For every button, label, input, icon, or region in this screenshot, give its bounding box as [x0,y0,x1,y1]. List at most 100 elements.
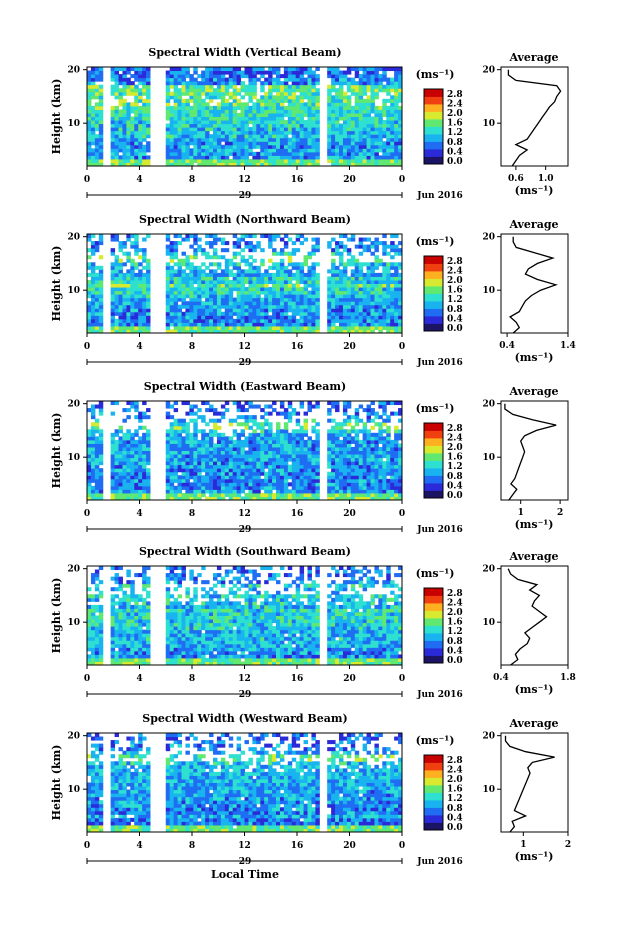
colorbar-tick: 2.4 [447,266,463,276]
colorbar-segment [424,633,443,641]
colorbar-tick: 2.4 [447,598,463,608]
time-tick: 0 [399,342,405,352]
average-height-tick: 20 [482,565,495,575]
time-tick: 4 [136,342,142,352]
height-tick: 20 [67,233,80,243]
panel-title: Spectral Width (Westward Beam) [142,712,347,725]
colorbar-segment [424,640,443,649]
time-tick: 0 [84,175,90,185]
average-x-tick: 0.6 [508,174,524,184]
colorbar-tick: 0.0 [447,656,463,666]
colorbar-segment [424,785,443,793]
colorbar-tick: 1.6 [447,618,463,628]
average-profile-line [508,236,558,334]
average-xlabel: (ms⁻¹) [515,683,554,696]
colorbar-tick: 1.6 [447,453,463,463]
panel-5: Spectral Width (Westward Beam)2010Height… [50,712,571,867]
colorbar-segment [424,126,443,135]
date-day: 29 [239,191,252,201]
colorbar-tick: 0.0 [447,324,463,334]
colorbar-tick: 2.0 [447,109,463,119]
colorbar-frame [423,587,444,664]
colorbar-segment [424,445,443,454]
colorbar-tick: 2.0 [447,276,463,286]
heatmap-cells [87,733,403,833]
colorbar-segment [424,89,443,97]
colorbar-segment [424,286,443,294]
colorbar-segment [424,490,443,499]
average-height-tick: 20 [482,66,495,76]
heatmap-cells [87,234,403,334]
colorbar-tick: 2.0 [447,608,463,618]
time-tick: 20 [343,841,356,851]
colorbar-tick: 1.2 [447,462,463,472]
height-tick: 10 [67,119,80,129]
height-axis-label: Height (km) [50,578,63,654]
date-day: 29 [239,690,252,700]
time-axis-label: Local Time [211,868,279,881]
time-tick: 8 [189,175,195,185]
colorbar-segment [424,316,443,324]
colorbar-segment [424,104,443,112]
colorbar-segment [424,278,443,287]
colorbar-frame [423,88,444,165]
height-axis-label: Height (km) [50,246,63,322]
time-tick: 0 [84,342,90,352]
average-height-tick: 10 [482,618,495,628]
colorbar-tick: 1.2 [447,295,463,305]
time-tick: 8 [189,841,195,851]
colorbar-frame [423,422,444,499]
colorbar-segment [424,625,443,634]
average-x-tick: 1.8 [560,673,576,683]
average-xlabel: (ms⁻¹) [515,351,554,364]
colorbar-tick: 2.4 [447,765,463,775]
time-tick: 16 [291,175,304,185]
colorbar-segment [424,822,443,831]
time-tick: 0 [399,175,405,185]
colorbar-tick: 0.4 [447,481,463,491]
time-tick: 12 [238,175,251,185]
average-x-tick: 0.4 [493,673,509,683]
colorbar-segment [424,777,443,786]
time-tick: 0 [84,841,90,851]
colorbar-tick: 1.2 [447,794,463,804]
colorbar-segment [424,588,443,596]
average-x-tick: 1 [518,508,524,518]
height-tick: 20 [67,400,80,410]
colorbar-segment [424,468,443,476]
colorbar-segment [424,119,443,127]
average-x-tick: 0.4 [499,341,515,351]
time-tick: 0 [84,674,90,684]
colorbar-tick: 2.8 [447,756,463,766]
colorbar-segment [424,483,443,491]
height-tick: 20 [67,66,80,76]
height-tick: 20 [67,565,80,575]
colorbar-segment [424,648,443,656]
average-x-tick: 1 [520,840,526,850]
colorbar-segment [424,96,443,105]
colorbar-segment [424,595,443,604]
average-xlabel: (ms⁻¹) [515,850,554,863]
time-tick: 4 [136,509,142,519]
date-day: 29 [239,857,252,867]
average-x-tick: 1.0 [538,174,554,184]
time-tick: 16 [291,674,304,684]
average-height-tick: 10 [482,453,495,463]
colorbar-tick: 2.8 [447,424,463,434]
colorbar-segment [424,438,443,446]
time-tick: 12 [238,509,251,519]
average-frame [500,400,569,501]
time-tick: 20 [343,175,356,185]
colorbar-segment [424,618,443,626]
colorbar-segment [424,293,443,302]
colorbar-frame [423,255,444,332]
colorbar-segment [424,603,443,611]
date-month-year: Jun 2016 [416,525,463,535]
time-tick: 12 [238,342,251,352]
average-title: Average [508,51,558,64]
colorbar-unit: (ms⁻¹) [416,567,455,580]
colorbar-segment [424,423,443,431]
colorbar-tick: 0.4 [447,314,463,324]
height-axis-label: Height (km) [50,79,63,155]
panel-1: Spectral Width (Vertical Beam) 20 10 Height… [50,46,569,201]
